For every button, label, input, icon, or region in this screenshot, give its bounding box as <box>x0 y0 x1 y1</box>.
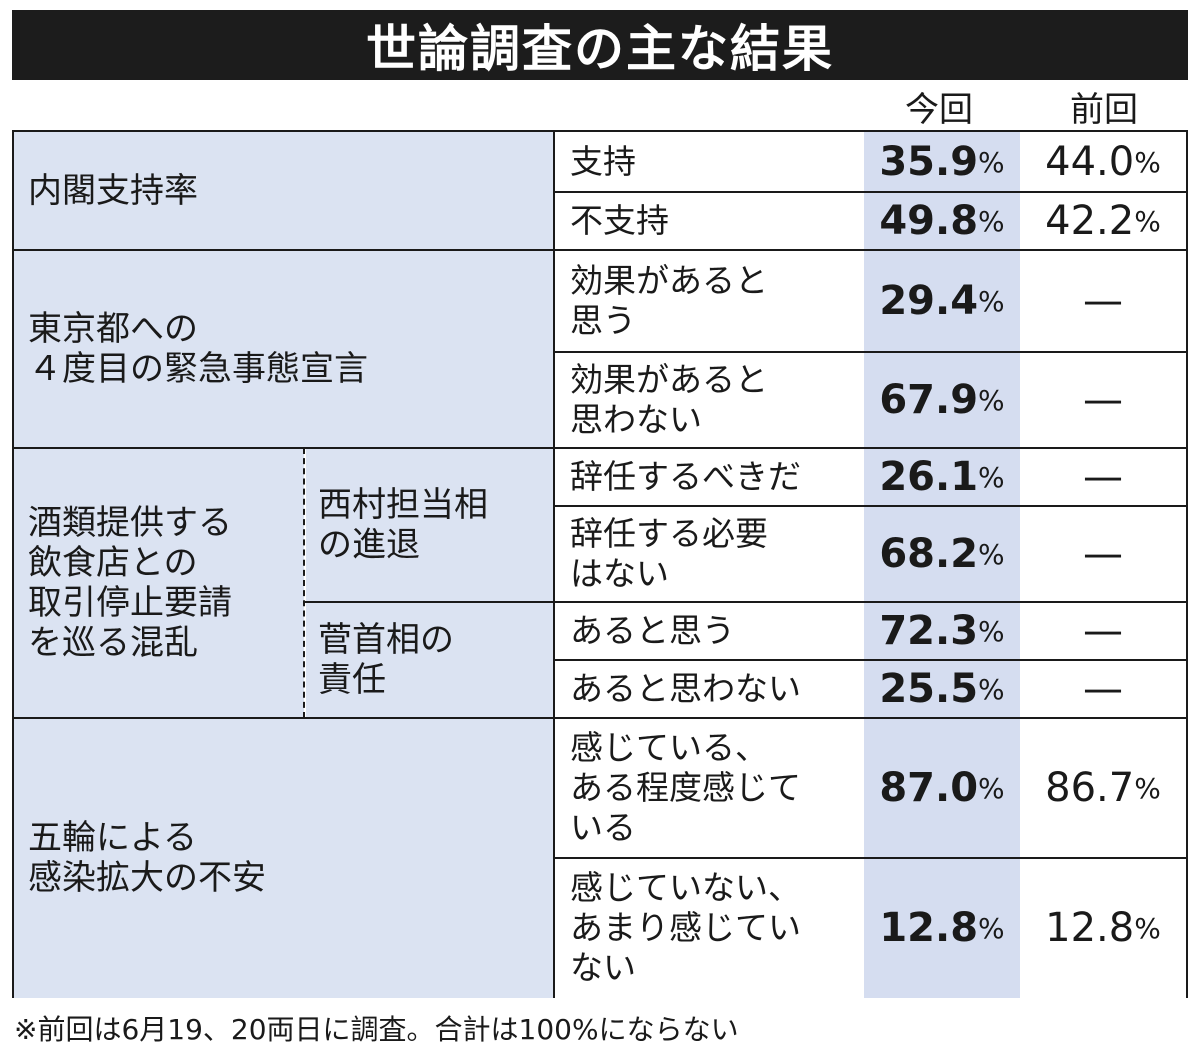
row-divider <box>554 505 1186 507</box>
dashed-divider <box>303 448 305 718</box>
column-header-previous: 前回 <box>1070 89 1138 130</box>
row-divider <box>554 191 1186 193</box>
section-divider <box>14 447 1186 449</box>
answer-cell: 効果があると 思う <box>554 250 864 352</box>
previous-value-cell: 44.0% <box>1020 132 1186 192</box>
current-value-cell: 29.4% <box>864 250 1020 352</box>
category-alcohol-confusion: 酒類提供する 飲食店との 取引停止要請 を巡る混乱 <box>14 448 304 718</box>
previous-value-cell: 86.7% <box>1020 718 1186 858</box>
answer-cell: あると思わない <box>554 660 864 718</box>
current-value-cell: 12.8% <box>864 858 1020 998</box>
row-divider <box>554 351 1186 353</box>
row-divider <box>554 857 1186 859</box>
category-olympics-anxiety: 五輪による 感染拡大の不安 <box>14 718 554 998</box>
current-value-cell: 72.3% <box>864 602 1020 660</box>
answer-cell: 不支持 <box>554 192 864 250</box>
section-divider <box>305 601 1186 603</box>
previous-value-cell: 42.2% <box>1020 192 1186 250</box>
current-value-cell: 35.9% <box>864 132 1020 192</box>
answer-cell: あると思う <box>554 602 864 660</box>
previous-value-cell: — <box>1020 448 1186 506</box>
results-table: 内閣支持率 東京都への ４度目の緊急事態宣言 酒類提供する 飲食店との 取引停止… <box>12 130 1188 998</box>
footnote: ※前回は6月19、20両日に調査。合計は100%にならない <box>14 1013 739 1046</box>
answer-cell: 感じている、 ある程度感じて いる <box>554 718 864 858</box>
current-value-cell: 25.5% <box>864 660 1020 718</box>
answer-cell: 効果があると 思わない <box>554 352 864 448</box>
current-value-cell: 68.2% <box>864 506 1020 602</box>
previous-value-cell: — <box>1020 250 1186 352</box>
category-emergency-declaration: 東京都への ４度目の緊急事態宣言 <box>14 250 554 448</box>
column-header-current: 今回 <box>905 89 973 130</box>
previous-value-cell: — <box>1020 506 1186 602</box>
row-divider <box>554 659 1186 661</box>
previous-value-cell: — <box>1020 660 1186 718</box>
column-divider <box>553 132 555 998</box>
answer-cell: 感じていない、 あまり感じてい ない <box>554 858 864 998</box>
previous-value-cell: 12.8% <box>1020 858 1186 998</box>
previous-value-cell: — <box>1020 602 1186 660</box>
section-divider <box>14 249 1186 251</box>
subcategory-suga: 菅首相の 責任 <box>306 602 554 718</box>
previous-value-cell: — <box>1020 352 1186 448</box>
current-value-cell: 87.0% <box>864 718 1020 858</box>
answer-cell: 辞任する必要 はない <box>554 506 864 602</box>
current-value-cell: 26.1% <box>864 448 1020 506</box>
page-title: 世論調査の主な結果 <box>12 10 1188 80</box>
current-value-cell: 49.8% <box>864 192 1020 250</box>
answer-cell: 辞任するべきだ <box>554 448 864 506</box>
category-cabinet-support: 内閣支持率 <box>14 132 554 250</box>
current-value-cell: 67.9% <box>864 352 1020 448</box>
answer-cell: 支持 <box>554 132 864 192</box>
section-divider <box>14 717 1186 719</box>
subcategory-nishimura: 西村担当相 の進退 <box>306 448 554 602</box>
